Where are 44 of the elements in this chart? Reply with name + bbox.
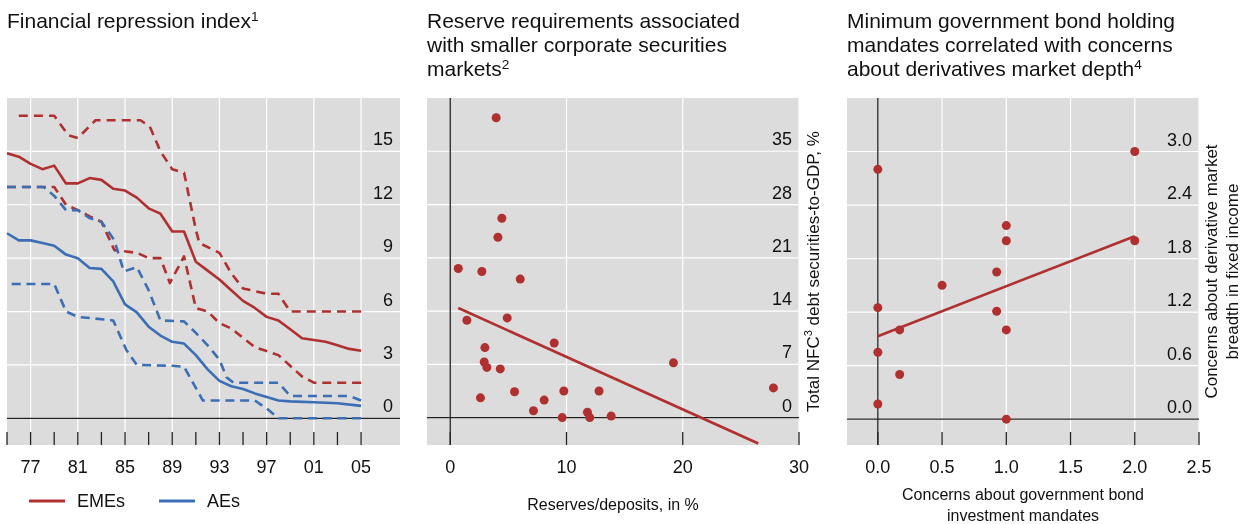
y-tick-label: 1.8 bbox=[1166, 236, 1192, 257]
chart-title: Minimum government bond holding mandates correlated with concerns about derivatives market depth$^{4}$ bbox=[847, 9, 1176, 80]
x-tick-label: 89 bbox=[162, 457, 183, 477]
y-tick-label: 0.0 bbox=[1166, 397, 1192, 418]
y-tick-label: 35 bbox=[771, 129, 792, 150]
y-tick-label: 2.4 bbox=[1166, 183, 1192, 204]
x-tick-label: 97 bbox=[256, 457, 277, 477]
chart-title: Reserve requirements associated with smaller corporate securities markets$^{2}$ bbox=[426, 9, 740, 80]
x-axis-title: Concerns about government bond investment mandates bbox=[902, 486, 1144, 524]
y-tick-label: 1.2 bbox=[1166, 290, 1192, 311]
y-tick-label: 3 bbox=[382, 342, 393, 363]
y-tick-label: 15 bbox=[372, 129, 393, 150]
x-tick-label: 1.5 bbox=[1058, 457, 1084, 477]
chart-title: Financial repression index$^{1}$ bbox=[7, 8, 259, 32]
y-tick-label: 21 bbox=[771, 235, 792, 256]
legend-label: AEs bbox=[207, 491, 241, 511]
x-tick-label: 0 bbox=[445, 457, 456, 477]
x-tick-label: 01 bbox=[303, 457, 324, 477]
y-tick-label: 28 bbox=[771, 182, 792, 203]
y-tick-label: 14 bbox=[771, 289, 792, 310]
x-tick-label: 1.0 bbox=[993, 457, 1019, 477]
y-tick-label: 0 bbox=[382, 396, 393, 417]
x-tick-label: 0.5 bbox=[929, 457, 955, 477]
x-tick-label: 05 bbox=[351, 457, 372, 477]
y-tick-label: 9 bbox=[382, 236, 393, 257]
x-tick-label: 2.5 bbox=[1186, 457, 1212, 477]
x-tick-label: 0.0 bbox=[865, 457, 891, 477]
x-tick-label: 81 bbox=[67, 457, 88, 477]
y-axis-title: Concerns about derivative market breadth in fixed income bbox=[1202, 144, 1243, 399]
x-tick-label: 77 bbox=[20, 457, 41, 477]
y-tick-label: 0 bbox=[781, 395, 792, 416]
y-tick-label: 7 bbox=[781, 342, 792, 363]
legend-label: EMEs bbox=[77, 491, 126, 511]
y-tick-label: 12 bbox=[372, 182, 393, 203]
y-tick-label: 3.0 bbox=[1166, 129, 1192, 150]
x-tick-label: 93 bbox=[209, 457, 230, 477]
x-tick-label: 10 bbox=[556, 457, 577, 477]
x-tick-label: 2.0 bbox=[1122, 457, 1148, 477]
x-tick-label: 20 bbox=[672, 457, 693, 477]
y-tick-label: 6 bbox=[382, 289, 393, 310]
y-tick-label: 0.6 bbox=[1166, 343, 1192, 364]
x-axis-title: Reserves/deposits, in % bbox=[527, 496, 699, 513]
x-tick-label: 30 bbox=[788, 457, 810, 477]
x-tick-label: 85 bbox=[115, 457, 136, 477]
